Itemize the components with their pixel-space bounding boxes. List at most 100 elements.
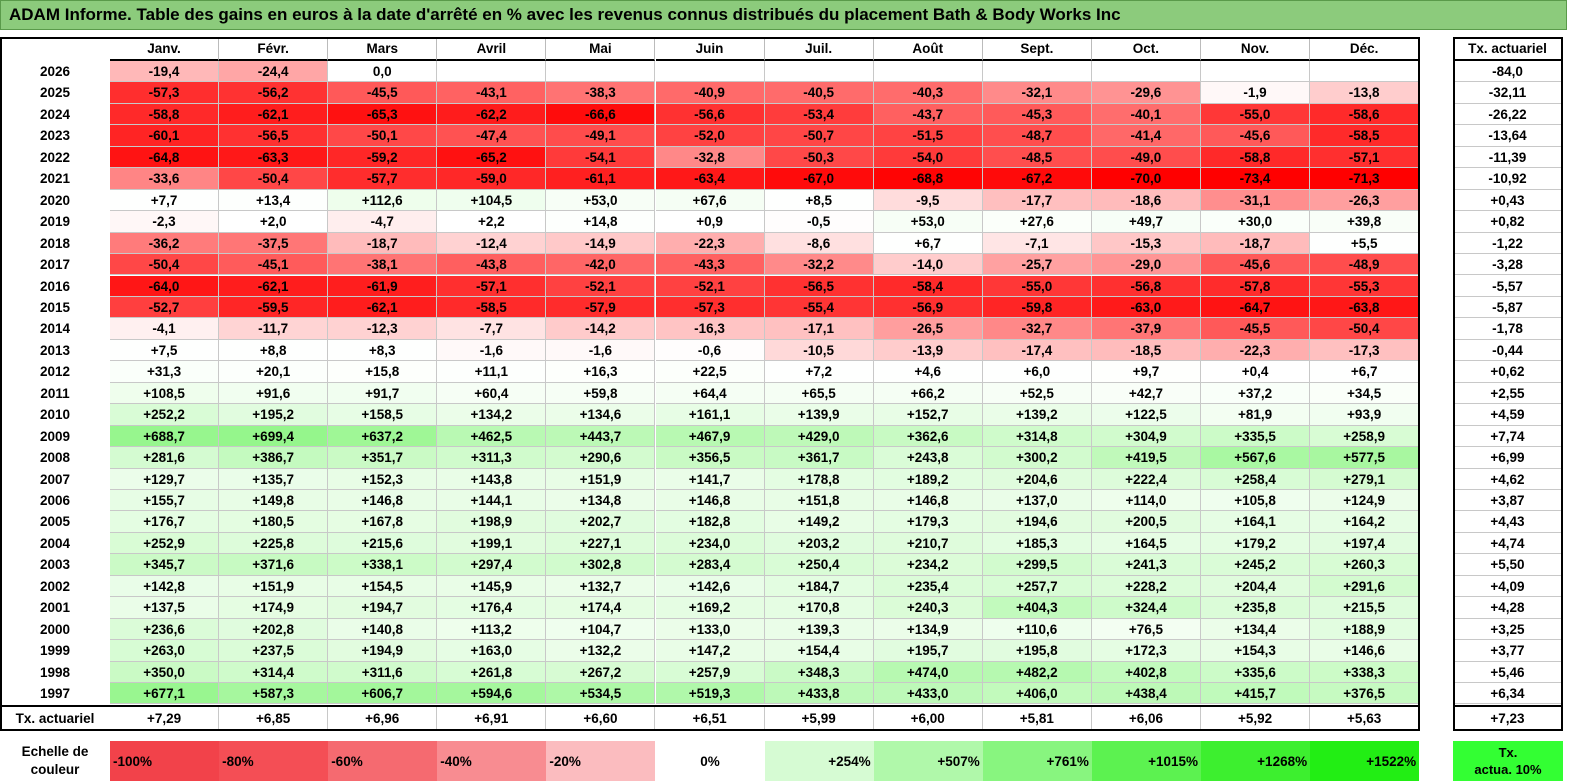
table-cell: -26,5 <box>873 318 983 340</box>
table-cell: -48,9 <box>1310 254 1420 276</box>
table-cell: +124,9 <box>1310 490 1420 512</box>
table-cell: -58,5 <box>437 296 547 319</box>
table-cell: +195,7 <box>873 640 983 662</box>
scale-swatch: -60% <box>328 741 438 781</box>
table-cell: +66,2 <box>873 382 983 405</box>
table-cell: +8,8 <box>219 339 329 362</box>
table-cell: +433,0 <box>873 683 983 705</box>
year-label: 2012 <box>0 361 110 383</box>
table-cell: +7,5 <box>110 339 220 362</box>
table-cell: -65,3 <box>328 103 438 126</box>
table-cell: -9,5 <box>873 189 983 212</box>
table-cell: -57,7 <box>328 168 438 190</box>
table-cell: -50,1 <box>328 125 438 147</box>
table-cell: +152,7 <box>873 404 983 426</box>
month-header: Juil. <box>764 37 874 61</box>
table-cell: +15,8 <box>328 361 438 383</box>
table-cell: -7,1 <box>982 232 1092 255</box>
table-cell: +234,0 <box>655 532 765 555</box>
actuarial-rate-cell: +4,74 <box>1453 532 1563 555</box>
table-cell: -1,9 <box>1201 82 1311 104</box>
table-cell: +169,2 <box>655 597 765 619</box>
table-cell: -40,5 <box>764 82 874 104</box>
table-cell: +122,5 <box>1091 404 1201 426</box>
table-cell: +151,9 <box>219 575 329 598</box>
table-cell: -50,7 <box>764 125 874 147</box>
table-cell: -52,1 <box>655 275 765 297</box>
table-cell: +154,5 <box>328 575 438 598</box>
table-cell: +215,5 <box>1310 597 1420 619</box>
year-label: 2007 <box>0 468 110 490</box>
table-cell: +299,5 <box>982 554 1092 576</box>
table-cell: +197,4 <box>1310 532 1420 555</box>
table-cell: +172,3 <box>1091 640 1201 662</box>
table-cell: +234,2 <box>873 554 983 576</box>
table-cell: -42,0 <box>546 254 656 276</box>
table-cell: +134,4 <box>1201 618 1311 641</box>
table-cell: -63,3 <box>219 146 329 169</box>
year-label: 2011 <box>0 382 110 405</box>
table-cell: -40,1 <box>1091 103 1201 126</box>
actuarial-rate-cell: -26,22 <box>1453 103 1563 126</box>
month-header: Avril <box>437 37 547 61</box>
month-header: Févr. <box>219 37 329 61</box>
table-cell: +39,8 <box>1310 211 1420 233</box>
table-cell: -22,3 <box>1201 339 1311 362</box>
table-cell: +146,8 <box>655 490 765 512</box>
table-cell: -22,3 <box>655 232 765 255</box>
table-cell: -59,2 <box>328 146 438 169</box>
year-label: 2000 <box>0 618 110 641</box>
table-cell: +6,7 <box>1310 361 1420 383</box>
table-cell: -59,0 <box>437 168 547 190</box>
table-cell: +141,7 <box>655 468 765 490</box>
table-cell: +222,4 <box>1091 468 1201 490</box>
month-header: Mai <box>546 37 656 61</box>
table-cell <box>764 61 874 83</box>
table-cell: -0,5 <box>764 211 874 233</box>
actuarial-rate-cell: -11,39 <box>1453 146 1563 169</box>
table-cell: +606,7 <box>328 683 438 705</box>
actuarial-rate-cell: -13,64 <box>1453 125 1563 147</box>
table-cell: -62,1 <box>219 103 329 126</box>
table-cell: +228,2 <box>1091 575 1201 598</box>
table-cell: +184,7 <box>764 575 874 598</box>
table-cell: +14,8 <box>546 211 656 233</box>
table-cell: +279,1 <box>1310 468 1420 490</box>
table-cell: +519,3 <box>655 683 765 705</box>
scale-swatch: +507% <box>873 741 983 781</box>
table-cell: -45,6 <box>1201 254 1311 276</box>
table-cell: -52,0 <box>655 125 765 147</box>
scale-swatch: +761% <box>982 741 1092 781</box>
table-cell: +176,7 <box>110 511 220 533</box>
table-cell: +5,5 <box>1310 232 1420 255</box>
table-cell: +11,1 <box>437 361 547 383</box>
actuarial-rate-cell: +4,09 <box>1453 575 1563 598</box>
table-cell: +376,5 <box>1310 683 1420 705</box>
year-label: 2009 <box>0 425 110 448</box>
table-cell: +42,7 <box>1091 382 1201 405</box>
table-cell: +335,6 <box>1201 661 1311 684</box>
table-cell: +250,4 <box>764 554 874 576</box>
table-cell: +338,3 <box>1310 661 1420 684</box>
table-cell <box>982 61 1092 83</box>
table-cell: -58,8 <box>1201 146 1311 169</box>
table-cell: +304,9 <box>1091 425 1201 448</box>
table-cell: +134,8 <box>546 490 656 512</box>
year-label: 2022 <box>0 146 110 169</box>
table-cell: +290,6 <box>546 447 656 469</box>
side-footer-divider <box>1453 704 1563 707</box>
table-cell: -68,8 <box>873 168 983 190</box>
table-cell: +53,0 <box>546 189 656 212</box>
table-cell: +108,5 <box>110 382 220 405</box>
year-label: 2016 <box>0 275 110 297</box>
table-cell: +0,9 <box>655 211 765 233</box>
table-cell: +91,6 <box>219 382 329 405</box>
table-cell: 0,0 <box>328 61 438 83</box>
table-cell: +8,3 <box>328 339 438 362</box>
table-cell: +261,8 <box>437 661 547 684</box>
color-scale-label-line1: Echelle de <box>21 744 89 759</box>
table-cell: +300,2 <box>982 447 1092 469</box>
year-label: 2010 <box>0 404 110 426</box>
table-cell: +362,6 <box>873 425 983 448</box>
table-cell: +104,5 <box>437 189 547 212</box>
